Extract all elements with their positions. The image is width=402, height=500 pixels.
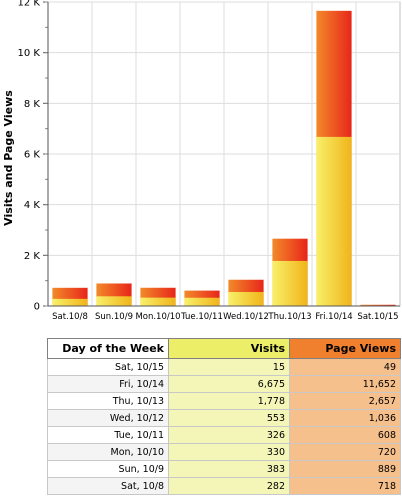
y-tick-label: 12 K bbox=[18, 0, 41, 9]
table-row: Thu, 10/13 1,778 2,657 bbox=[47, 392, 401, 410]
table-row: Tue, 10/11 326 608 bbox=[47, 426, 401, 444]
table-row: Sat, 10/15 15 49 bbox=[47, 358, 401, 376]
cell-visits: 15 bbox=[168, 358, 290, 376]
cell-day: Sat, 10/15 bbox=[47, 358, 169, 376]
plot-bars bbox=[52, 10, 396, 306]
cell-day: Sun, 10/9 bbox=[47, 460, 169, 478]
cell-visits: 553 bbox=[168, 409, 290, 427]
header-visits: Visits bbox=[168, 338, 290, 359]
table-row: Wed, 10/12 553 1,036 bbox=[47, 409, 401, 427]
cell-visits: 282 bbox=[168, 477, 290, 495]
bar-visits bbox=[316, 136, 352, 306]
y-tick-label: 2 K bbox=[24, 251, 41, 262]
cell-page-views: 2,657 bbox=[289, 392, 401, 410]
cell-page-views: 720 bbox=[289, 443, 401, 461]
cell-visits: 330 bbox=[168, 443, 290, 461]
table-row: Sun, 10/9 383 889 bbox=[47, 460, 401, 478]
table-row: Fri, 10/14 6,675 11,652 bbox=[47, 375, 401, 393]
table-row: Sat, 10/8 282 718 bbox=[47, 477, 401, 495]
cell-day: Mon, 10/10 bbox=[47, 443, 169, 461]
cell-page-views: 889 bbox=[289, 460, 401, 478]
cell-visits: 383 bbox=[168, 460, 290, 478]
cell-visits: 6,675 bbox=[168, 375, 290, 393]
y-axis-label: Visits and Page Views bbox=[2, 90, 15, 226]
x-tick-label: Thu.10/13 bbox=[267, 312, 311, 322]
x-tick-label: Sat.10/8 bbox=[52, 312, 88, 322]
cell-page-views: 608 bbox=[289, 426, 401, 444]
x-tick-label: Sun.10/9 bbox=[95, 312, 133, 322]
header-day: Day of the Week bbox=[47, 338, 169, 359]
bar-visits bbox=[228, 291, 264, 306]
cell-page-views: 718 bbox=[289, 477, 401, 495]
y-tick-label: 4 K bbox=[24, 200, 41, 211]
x-tick-label: Mon.10/10 bbox=[135, 312, 180, 322]
cell-visits: 1,778 bbox=[168, 392, 290, 410]
y-tick-label: 10 K bbox=[18, 48, 41, 59]
bar-visits bbox=[52, 298, 88, 306]
y-tick-label: 0 bbox=[34, 302, 40, 313]
cell-page-views: 1,036 bbox=[289, 409, 401, 427]
header-page-views: Page Views bbox=[289, 338, 401, 359]
cell-day: Wed, 10/12 bbox=[47, 409, 169, 427]
bar-visits bbox=[140, 297, 176, 306]
x-tick-label: Tue.10/11 bbox=[180, 312, 223, 322]
table-header-row: Day of the Week Visits Page Views bbox=[47, 338, 401, 359]
bar-page-views bbox=[360, 304, 396, 306]
cell-page-views: 49 bbox=[289, 358, 401, 376]
cell-day: Fri, 10/14 bbox=[47, 375, 169, 393]
plot-axes: 0 2 K 4 K 6 K 8 K 10 K 12 K Sat.10/8 Sun.10/9 Mon… bbox=[18, 0, 400, 322]
y-tick-label: 6 K bbox=[24, 150, 41, 161]
cell-day: Tue, 10/11 bbox=[47, 426, 169, 444]
bar-chart: 0 2 K 4 K 6 K 8 K 10 K 12 K Sat.10/8 Sun.10/9 Mon… bbox=[2, 0, 401, 322]
x-tick-label: Sat.10/15 bbox=[357, 312, 398, 322]
cell-page-views: 11,652 bbox=[289, 375, 401, 393]
x-tick-label: Fri.10/14 bbox=[315, 312, 352, 322]
y-tick-label: 8 K bbox=[24, 99, 41, 110]
table-row: Mon, 10/10 330 720 bbox=[47, 443, 401, 461]
stats-table: Day of the Week Visits Page Views Sat, 1… bbox=[47, 338, 401, 495]
bar-visits bbox=[96, 296, 132, 306]
x-tick-label: Wed.10/12 bbox=[223, 312, 269, 322]
cell-day: Sat, 10/8 bbox=[47, 477, 169, 495]
bar-visits bbox=[272, 260, 308, 306]
cell-visits: 326 bbox=[168, 426, 290, 444]
bar-visits bbox=[184, 297, 220, 306]
cell-day: Thu, 10/13 bbox=[47, 392, 169, 410]
